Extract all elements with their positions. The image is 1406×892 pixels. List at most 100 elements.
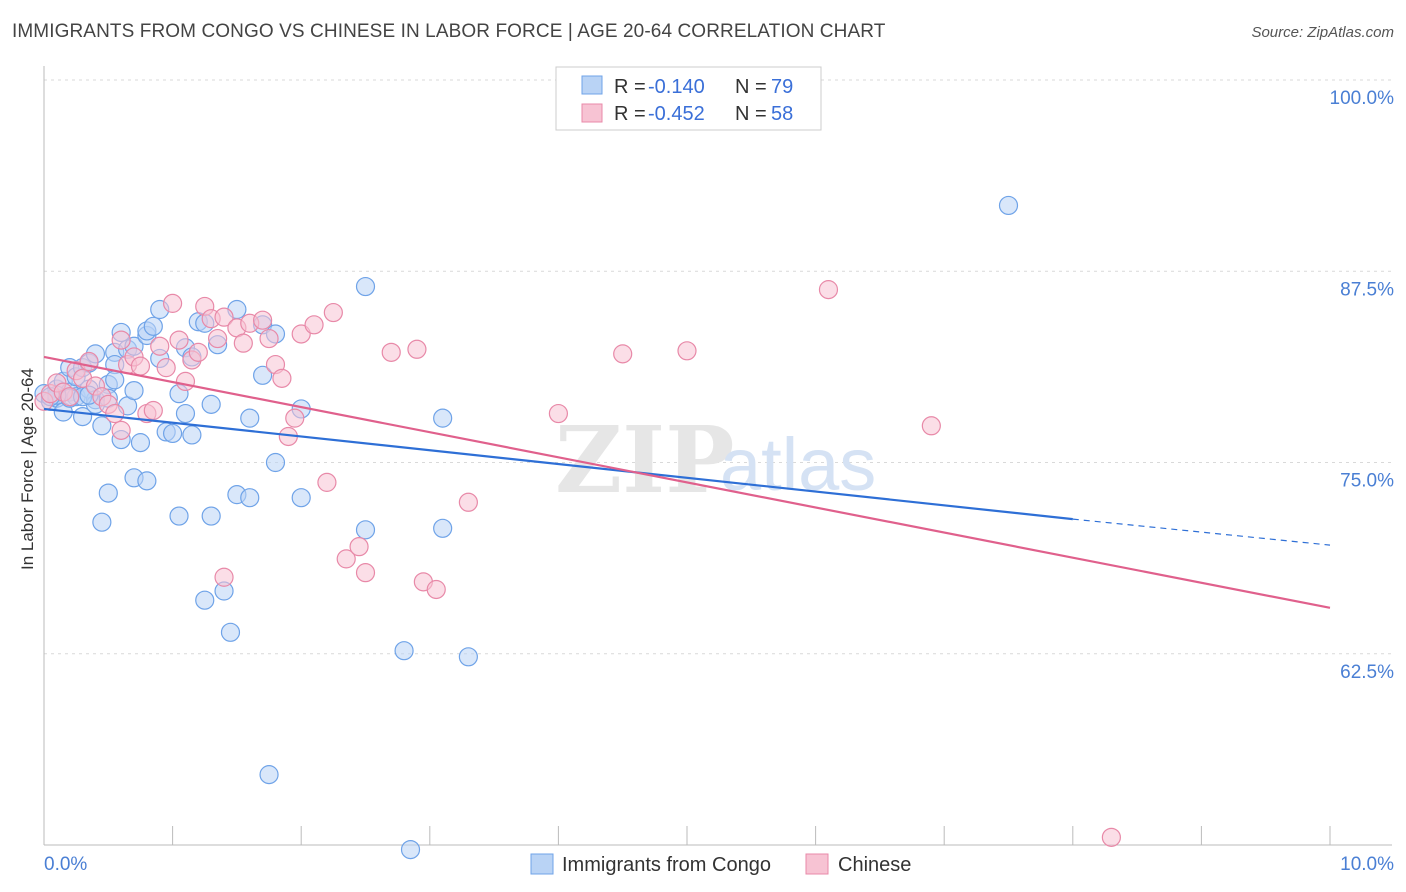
congo-point-38 [182, 425, 202, 445]
chinese-point-32 [253, 310, 273, 330]
chinese-point-22 [175, 371, 196, 392]
chinese-point-56 [214, 567, 234, 587]
congo-point-50 [355, 520, 376, 540]
chinese-point-21 [169, 330, 189, 350]
chinese-point-53 [921, 416, 941, 436]
series-legend-label-congo: Immigrants from Congo [562, 854, 771, 876]
congo-point-57 [458, 647, 478, 667]
y-tick-label-2: 75.0% [1340, 471, 1394, 492]
chinese-point-55 [1101, 827, 1121, 847]
congo-point-30 [143, 316, 163, 336]
chinese-point-44 [349, 537, 369, 557]
chinese-point-40 [323, 302, 343, 323]
series-legend-swatch-congo [530, 853, 554, 875]
y-tick-label-1: 87.5% [1340, 279, 1394, 300]
congo-point-64 [259, 765, 279, 785]
chinese-point-51 [613, 344, 633, 364]
legend-swatch-congo [581, 75, 603, 95]
chinese-point-18 [150, 336, 170, 356]
chinese-point-4 [60, 387, 80, 407]
x-tick-labels: 0.0% 10.0% [44, 854, 1394, 875]
series-legend: Immigrants from Congo Chinese [530, 853, 911, 876]
legend-n-label-chinese: N = [735, 103, 767, 125]
chinese-point-12 [111, 420, 131, 440]
chinese-point-30 [233, 333, 253, 353]
legend-r-value-congo: -0.140 [648, 76, 705, 98]
congo-point-59 [137, 471, 157, 491]
legend-r-label-congo: R = [614, 76, 646, 98]
congo-point-41 [201, 394, 221, 414]
legend-swatch-chinese [581, 103, 603, 123]
chinese-point-20 [163, 293, 183, 313]
trend-lines [43, 355, 1331, 609]
congo-point-44 [240, 408, 260, 428]
watermark-zip: ZIP [555, 406, 734, 514]
congo-point-55 [220, 622, 241, 642]
congo-point-36 [175, 403, 196, 424]
chinese-point-57 [111, 330, 131, 350]
gridlines [44, 79, 1392, 655]
legend-n-label-congo: N = [735, 76, 767, 98]
congo-point-63 [195, 590, 215, 610]
chinese-point-35 [272, 368, 292, 388]
congo-point-49 [291, 488, 311, 508]
chart-title: IMMIGRANTS FROM CONGO VS CHINESE IN LABO… [12, 21, 886, 42]
y-tick-label-3: 62.5% [1340, 662, 1394, 683]
chinese-point-43 [355, 563, 376, 583]
x-tick-label-max: 10.0% [1340, 854, 1394, 875]
correlation-legend: R = -0.140 N = 79 R = -0.452 N = 58 [555, 66, 822, 131]
congo-point-16 [92, 416, 112, 436]
y-tick-labels: 100.0% 87.5% 75.0% 62.5% [1330, 88, 1395, 683]
chinese-point-45 [381, 342, 401, 362]
chart-source: Source: ZipAtlas.com [1251, 24, 1394, 41]
chinese-point-37 [285, 408, 305, 428]
congo-point-76 [124, 380, 144, 401]
congo-point-62 [201, 506, 221, 526]
congo-point-27 [130, 433, 151, 453]
congo-point-58 [98, 483, 118, 503]
congo-point-56 [400, 839, 421, 860]
congo-point-69 [355, 276, 376, 297]
chinese-point-39 [304, 315, 324, 335]
chinese-point-24 [188, 342, 208, 362]
congo-point-33 [163, 423, 183, 444]
chinese-point-50 [548, 403, 569, 424]
chinese-point-46 [407, 339, 427, 359]
x-tick-label-min: 0.0% [44, 854, 87, 875]
congo-point-52 [433, 408, 453, 428]
data-points [34, 195, 1121, 860]
congo-point-65 [92, 512, 112, 532]
chinese-point-41 [317, 472, 337, 492]
chinese-point-49 [458, 492, 478, 512]
chinese-point-33 [259, 328, 279, 349]
watermark-atlas: atlas [720, 423, 876, 506]
watermark: ZIP atlas [555, 406, 876, 514]
congo-point-51 [394, 641, 414, 661]
series-legend-swatch-chinese [805, 853, 829, 875]
chinese-point-52 [677, 341, 697, 361]
congo-trend-line [43, 407, 1073, 521]
legend-n-value-congo: 79 [771, 76, 793, 98]
series-legend-label-chinese: Chinese [838, 854, 911, 876]
chinese-point-11 [105, 403, 125, 424]
congo-point-60 [998, 195, 1019, 216]
congo-point-70 [169, 506, 189, 526]
congo-point-46 [253, 365, 273, 385]
legend-r-label-chinese: R = [614, 103, 646, 125]
axes [43, 66, 1392, 846]
chinese-point-42 [336, 549, 356, 569]
chinese-point-28 [214, 307, 234, 327]
chinese-point-15 [130, 356, 151, 376]
congo-point-77 [105, 370, 125, 390]
y-tick-label-0: 100.0% [1330, 88, 1395, 109]
legend-n-value-chinese: 58 [771, 103, 793, 125]
chinese-trend-line [43, 355, 1331, 609]
chinese-point-54 [818, 280, 839, 300]
chinese-point-27 [208, 328, 228, 349]
congo-trend-line-extension [1072, 518, 1331, 546]
chinese-point-17 [143, 400, 163, 421]
congo-point-53 [433, 518, 453, 538]
congo-point-45 [240, 488, 260, 508]
congo-point-48 [265, 452, 286, 473]
